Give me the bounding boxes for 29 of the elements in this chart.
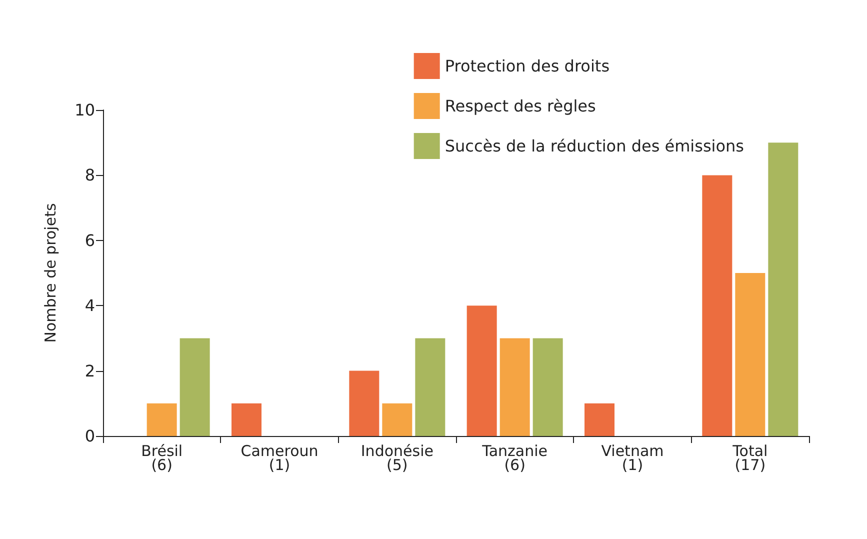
x-tick-label: Brésil (6) (141, 442, 183, 474)
legend-label: Respect des règles (444, 96, 596, 116)
bar (382, 403, 412, 436)
x-tick-label: Total (17) (732, 442, 768, 474)
bar (232, 403, 262, 436)
bar (349, 370, 380, 436)
y-tick-label: 2 (84, 361, 95, 380)
bar (180, 338, 210, 436)
y-tick-label: 0 (84, 426, 95, 446)
bar (146, 403, 177, 436)
x-tick-label: Vietnam (1) (601, 442, 664, 474)
bar (415, 338, 446, 436)
legend-label: Protection des droits (444, 56, 610, 76)
y-axis-title: Nombre de projets (42, 203, 60, 343)
y-tick-label: 4 (84, 296, 95, 316)
legend-label: Succès de la réduction des émissions (444, 136, 744, 156)
bar (500, 338, 530, 436)
bar (735, 273, 766, 436)
x-tick-label: Cameroun (1) (240, 442, 318, 474)
bar (584, 403, 614, 436)
y-tick-label: 8 (84, 166, 95, 185)
bar (532, 338, 563, 436)
x-tick-label: Indonésie (5) (360, 442, 434, 474)
y-tick-label: 6 (84, 230, 95, 250)
y-tick-label: 10 (74, 100, 95, 120)
bar (768, 142, 798, 436)
x-tick-label: Tanzanie (6) (481, 442, 548, 474)
bar (466, 306, 497, 436)
bar (702, 175, 732, 436)
